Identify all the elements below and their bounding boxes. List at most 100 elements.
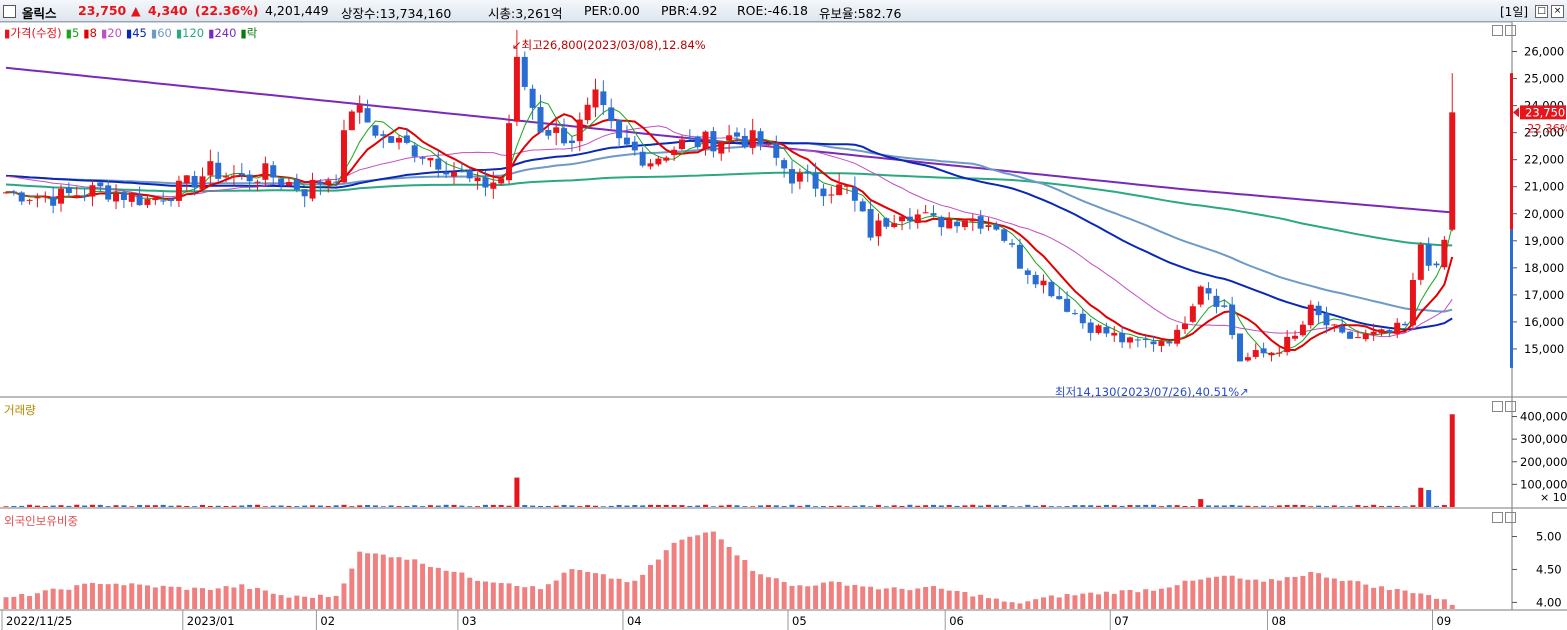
volume-bar <box>239 505 245 507</box>
volume-bar <box>27 504 33 507</box>
foreign-bar <box>1182 580 1188 609</box>
foreign-bar <box>1426 595 1432 609</box>
foreign-panel-restore-button[interactable] <box>1492 512 1503 523</box>
x-tick-label: 08 <box>1271 614 1286 628</box>
volume-bar <box>42 506 48 507</box>
volume-bar <box>938 505 944 507</box>
volume-bar <box>1127 505 1133 507</box>
candle-body <box>891 223 898 227</box>
foreign-panel-close-button[interactable] <box>1505 512 1516 523</box>
volume-panel-restore-button[interactable] <box>1492 401 1503 412</box>
foreign-bar <box>325 597 331 609</box>
foreign-bar <box>310 597 316 609</box>
foreign-bar <box>82 583 88 609</box>
foreign-bar <box>608 578 614 609</box>
volume-bar <box>1190 506 1196 507</box>
price-panel-restore-button[interactable] <box>1492 25 1503 36</box>
legend-item-3[interactable]: ▮20 <box>100 26 122 40</box>
foreign-bar <box>1316 573 1322 609</box>
candle-body <box>411 145 418 157</box>
candle-body <box>749 130 756 148</box>
legend-item-7[interactable]: ▮240 <box>208 26 237 40</box>
pbr-value: PBR:4.92 <box>661 3 718 18</box>
foreign-bar <box>883 588 889 609</box>
volume-bar <box>129 506 135 507</box>
foreign-bar <box>255 587 261 609</box>
foreign-bar <box>3 597 9 609</box>
price-panel-close-button[interactable] <box>1505 25 1516 36</box>
volume-bar <box>325 506 331 507</box>
legend-item-6[interactable]: ▮120 <box>175 26 205 40</box>
volume-bar <box>986 504 991 507</box>
candle-body <box>26 199 33 201</box>
volume-bar <box>1229 504 1235 507</box>
foreign-bar <box>978 594 984 609</box>
volume-bar <box>388 505 394 507</box>
volume-bar <box>1261 505 1267 507</box>
volume-panel-close-button[interactable] <box>1505 401 1516 412</box>
foreign-bar <box>333 595 339 609</box>
legend-item-2[interactable]: ▮8 <box>83 26 97 40</box>
volume-bar <box>294 506 300 507</box>
current-price: 23,750 <box>78 3 127 18</box>
volume-bar <box>420 506 426 507</box>
foreign-bar <box>412 559 418 609</box>
volume-bar <box>1434 505 1440 507</box>
legend-item-8[interactable]: ▮락 <box>240 26 258 40</box>
foreign-bar <box>1245 579 1251 609</box>
candle-body <box>1354 337 1361 339</box>
candle-body <box>89 185 96 197</box>
x-tick-label: 09 <box>1437 614 1452 628</box>
volume-bar <box>648 504 654 507</box>
volume-bar <box>703 504 709 507</box>
foreign-bar <box>506 583 512 609</box>
volume-bar <box>1111 505 1117 507</box>
foreign-bar <box>569 569 575 609</box>
foreign-bar <box>970 596 976 609</box>
legend-item-5[interactable]: ▮60 <box>150 26 172 40</box>
candle-body <box>183 175 190 184</box>
candle-body <box>81 195 88 197</box>
period-selector[interactable]: [1일] <box>1500 5 1529 19</box>
foreign-bar <box>152 587 158 609</box>
volume-bar <box>577 506 583 507</box>
candle-body <box>1119 332 1126 343</box>
volume-bar <box>19 505 25 507</box>
candle-body <box>844 185 851 187</box>
volume-bar <box>561 504 567 507</box>
close-button[interactable]: × <box>1551 5 1564 18</box>
foreign-bar <box>718 539 724 609</box>
volume-bar <box>852 505 858 507</box>
legend-item-0[interactable]: ▮가격(수정) <box>4 26 62 40</box>
foreign-bar <box>986 598 991 609</box>
candle-body <box>961 220 968 228</box>
restore-button[interactable]: □ <box>1535 5 1548 18</box>
foreign-bar <box>294 595 300 609</box>
candle-body <box>1134 339 1141 341</box>
legend-item-1[interactable]: ▮5 <box>65 26 80 40</box>
price-legend: ▮가격(수정) ▮5 ▮8 ▮20 ▮45 ▮60 ▮120 ▮240 ▮락 <box>4 25 261 41</box>
candle-body <box>1087 322 1094 333</box>
volume-bar <box>915 505 921 507</box>
volume-bar <box>286 505 292 507</box>
per-value: PER:0.00 <box>584 3 640 18</box>
volume-bar <box>923 505 929 507</box>
volume-bar <box>530 505 536 507</box>
volume-bar <box>89 504 95 507</box>
volume-bar <box>451 504 457 507</box>
legend-item-4[interactable]: ▮45 <box>125 26 147 40</box>
volume-bar <box>1379 506 1384 507</box>
candle-body <box>1064 298 1071 312</box>
candle-body <box>1205 288 1212 294</box>
volume-bar <box>1268 506 1274 507</box>
select-checkbox[interactable] <box>3 5 16 18</box>
candle-body <box>930 213 937 216</box>
x-tick-label: 03 <box>462 614 477 628</box>
volume-bar <box>773 505 779 507</box>
candle-body <box>985 225 992 228</box>
foreign-bar <box>380 554 386 609</box>
foreign-bar <box>168 586 174 609</box>
candle-body <box>946 219 953 229</box>
foreign-tick-label: 4.50 <box>1536 562 1562 576</box>
